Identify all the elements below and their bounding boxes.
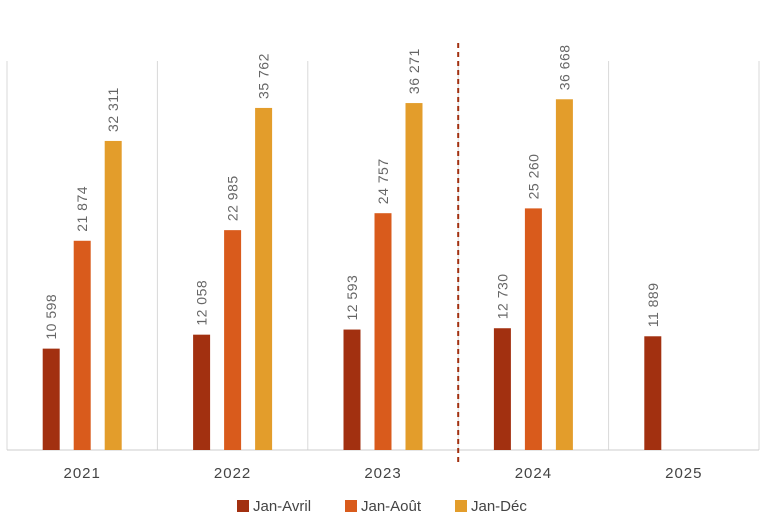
bar (644, 336, 662, 450)
bar-value-label: 22 985 (225, 175, 241, 221)
legend: Jan-Avril Jan-Août Jan-Déc (237, 498, 527, 515)
x-tick-label: 2025 (665, 465, 702, 482)
bar-value-label: 24 757 (375, 158, 391, 204)
bars (42, 99, 662, 451)
bar (73, 240, 91, 450)
legend-label: Jan-Déc (471, 498, 527, 515)
bar (104, 140, 122, 450)
bar-value-label: 36 271 (406, 48, 422, 94)
bar (255, 107, 273, 451)
bar-value-label: 25 260 (525, 154, 541, 200)
data-labels: 10 598 21 874 32 311 12 058 22 985 35 762 12 5… (43, 44, 661, 339)
x-tick-label: 2024 (515, 465, 552, 482)
legend-label: Jan-Août (361, 498, 422, 515)
bar-value-label: 35 762 (256, 53, 272, 99)
bar (493, 328, 511, 450)
legend-swatch (455, 500, 467, 512)
bar-value-label: 36 668 (556, 44, 572, 90)
bar (555, 99, 573, 451)
bar (224, 230, 242, 450)
x-tick-labels: 2021 2022 2023 2024 2025 (64, 465, 702, 482)
bar-value-label: 12 058 (194, 280, 210, 326)
bar-value-label: 10 598 (43, 294, 59, 340)
bar (42, 348, 60, 450)
legend-swatch (345, 500, 357, 512)
bar-value-label: 12 593 (344, 275, 360, 321)
legend-swatch (237, 500, 249, 512)
bar (193, 334, 211, 450)
bar (524, 208, 542, 450)
bar (343, 329, 361, 450)
bar-value-label: 32 311 (105, 87, 121, 132)
x-tick-label: 2022 (214, 465, 251, 482)
bar (405, 103, 423, 451)
bar-value-label: 12 730 (494, 273, 510, 319)
legend-label: Jan-Avril (253, 498, 311, 515)
bar (374, 213, 392, 450)
x-tick-label: 2023 (364, 465, 401, 482)
x-tick-label: 2021 (64, 465, 101, 482)
bar-value-label: 21 874 (74, 186, 90, 232)
bar-value-label: 11 889 (645, 283, 661, 328)
